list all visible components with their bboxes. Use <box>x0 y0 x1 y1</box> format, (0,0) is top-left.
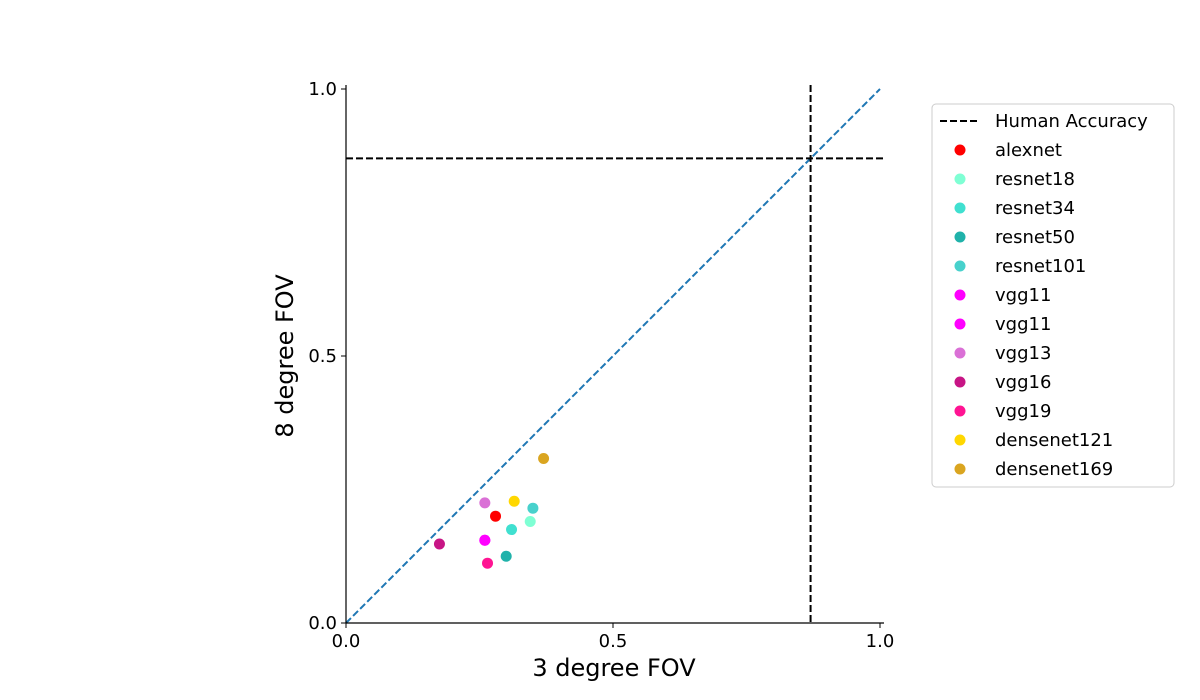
x-tick-label: 0.0 <box>332 631 361 652</box>
legend-swatch-vgg11 <box>954 318 966 330</box>
x-tick-label: 1.0 <box>866 631 895 652</box>
legend-swatch-alexnet <box>954 144 966 156</box>
legend-swatch-densenet169 <box>954 463 966 475</box>
point-alexnet-0 <box>490 510 502 522</box>
legend-swatch-vgg13 <box>954 347 966 359</box>
legend-swatch-resnet50 <box>954 231 966 243</box>
legend-label-densenet169: densenet169 <box>995 459 1113 480</box>
legend-label-densenet121: densenet121 <box>995 430 1113 451</box>
legend-label-resnet50: resnet50 <box>995 227 1075 248</box>
legend-label-alexnet: alexnet <box>995 140 1062 161</box>
point-resnet34-2 <box>506 524 518 536</box>
legend-swatch-vgg11 <box>954 289 966 301</box>
legend-label-vgg13: vgg13 <box>995 343 1051 364</box>
y-tick-label: 0.5 <box>308 346 337 367</box>
plot-area <box>345 85 884 624</box>
legend-label-resnet34: resnet34 <box>995 198 1075 219</box>
point-resnet18-1 <box>524 516 536 528</box>
point-densenet169-11 <box>538 453 550 465</box>
x-tick-label: 0.5 <box>599 631 628 652</box>
y-axis-label: 8 degree FOV <box>271 274 299 438</box>
legend-swatch-vgg16 <box>954 376 966 388</box>
y-tick-label: 1.0 <box>308 79 337 100</box>
diagonal-reference-line <box>345 88 881 624</box>
y-tick-label: 0.0 <box>308 613 337 634</box>
point-densenet121-10 <box>508 495 520 507</box>
x-axis-label: 3 degree FOV <box>532 654 696 682</box>
point-vgg19-9 <box>482 557 494 569</box>
legend-label-vgg19: vgg19 <box>995 401 1051 422</box>
axes: 0.0 0.5 1.0 0.0 0.5 1.0 <box>308 79 894 652</box>
legend-swatch-densenet121 <box>954 434 966 446</box>
point-vgg11-6 <box>479 534 491 546</box>
legend-label-vgg11: vgg11 <box>995 285 1051 306</box>
legend: Human Accuracy alexnet resnet18 resnet34 res… <box>931 103 1175 488</box>
point-resnet101-4 <box>527 502 539 514</box>
legend-swatch-vgg19 <box>954 405 966 417</box>
point-vgg16-8 <box>433 538 445 550</box>
legend-label-resnet18: resnet18 <box>995 169 1075 190</box>
legend-human-accuracy-label: Human Accuracy <box>995 111 1148 132</box>
legend-label-resnet101: resnet101 <box>995 256 1086 277</box>
point-resnet50-3 <box>500 550 512 562</box>
legend-label-vgg11: vgg11 <box>995 314 1051 335</box>
point-vgg13-7 <box>479 497 491 509</box>
legend-label-vgg16: vgg16 <box>995 372 1051 393</box>
legend-swatch-resnet18 <box>954 173 966 185</box>
legend-swatch-resnet101 <box>954 260 966 272</box>
legend-swatch-resnet34 <box>954 202 966 214</box>
legend-box <box>931 103 1175 488</box>
